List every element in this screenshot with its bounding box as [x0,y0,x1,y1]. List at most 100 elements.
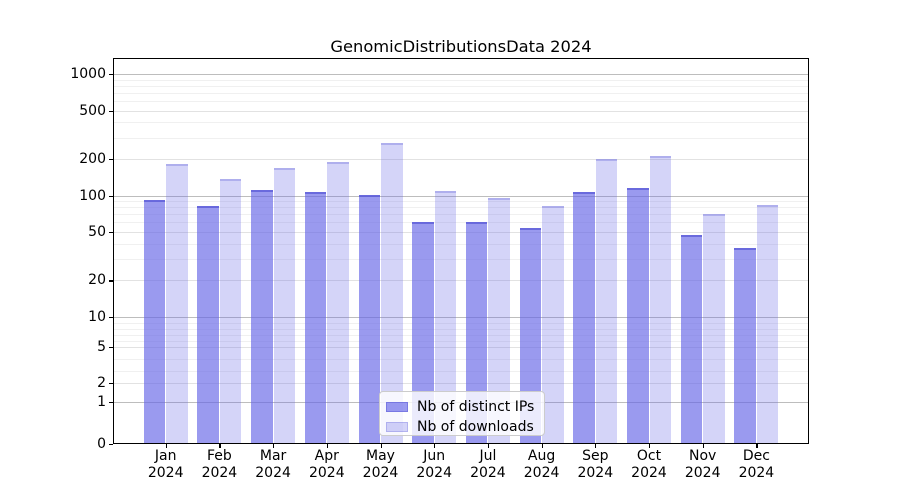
y-tick-mark [109,158,113,161]
x-axis-tick-label: Nov 2024 [684,448,721,481]
x-tick-mark [273,444,275,448]
plot-area [113,58,809,444]
gridline-minor [113,371,809,372]
x-tick-mark [541,444,543,448]
bar-downloads [542,205,564,444]
legend-label: Nb of downloads [417,419,534,435]
bar-downloads [488,197,510,444]
y-axis-tick-label: 2 [97,375,106,391]
gridline [113,347,809,348]
y-axis-tick-label: 10 [88,309,106,325]
y-axis-tick-label: 0 [97,436,106,452]
gridline-major [113,317,809,318]
y-axis-tick-label: 20 [88,272,106,289]
gridline-minor [113,323,809,324]
bar-downloads [703,213,725,444]
legend-item: Nb of distinct IPs [386,397,536,417]
bar-downloads [381,143,403,444]
x-axis-tick-label: Oct 2024 [631,448,667,481]
gridline-minor [113,222,809,224]
x-axis-tick-label: Aug 2024 [523,448,560,481]
x-tick-mark [756,444,758,448]
chart-title: GenomicDistributionsData 2024 [330,37,592,56]
gridline-minor [113,243,809,245]
gridline-major [113,74,809,75]
bar-distinct-ips [734,247,756,444]
gridline [113,383,809,384]
y-axis-tick-label: 200 [79,150,106,167]
x-tick-mark [326,444,328,448]
gridline-minor [113,207,809,209]
bar-distinct-ips [519,228,542,444]
y-tick-mark [109,74,113,76]
bar-distinct-ips [680,235,703,444]
x-tick-mark [702,444,704,448]
x-tick-mark [487,444,490,448]
gridline-minor [113,137,809,139]
gridline-minor [113,85,809,87]
x-tick-mark [649,444,651,448]
bar-distinct-ips [465,222,488,444]
x-tick-mark [434,444,436,448]
gridline [113,158,809,160]
x-axis-tick-label: Feb 2024 [201,448,238,481]
y-tick-mark [109,232,113,234]
x-tick-mark [219,444,221,448]
y-tick-mark [109,383,113,385]
gridline-minor [113,359,809,360]
y-tick-mark [109,444,113,446]
bar-downloads [273,167,296,444]
x-axis-tick-label: Jul 2024 [470,448,506,481]
x-tick-mark [380,444,382,448]
bar-distinct-ips [627,188,649,444]
gridline-minor [113,329,809,330]
x-tick-mark [165,444,167,448]
legend-swatch-distinct-ips [386,402,408,412]
gridline-minor [113,201,809,203]
y-tick-mark [109,110,113,112]
gridline-minor [113,214,809,216]
y-tick-mark [109,195,113,197]
y-axis-tick-label: 1 [97,394,106,410]
y-axis-tick-label: 1000 [70,66,106,82]
x-axis-tick-label: Jun 2024 [416,448,452,481]
bar-downloads [327,161,349,444]
gridline [113,232,809,234]
gridline-minor [113,122,809,124]
bar-distinct-ips [251,189,273,444]
y-tick-mark [109,280,113,282]
gridline-minor [113,100,809,102]
gridline-minor [113,92,809,94]
bar-distinct-ips [304,192,327,444]
gridline-minor [113,341,809,342]
bar-distinct-ips [412,221,434,444]
bar-downloads [595,159,618,444]
legend-label: Nb of distinct IPs [417,399,535,415]
y-axis-tick-label: 100 [79,187,106,204]
bar-distinct-ips [573,191,595,444]
gridline-minor [113,259,809,261]
gridline [113,110,809,112]
gridline [113,280,809,282]
x-tick-mark [595,444,597,448]
legend-item: Nb of downloads [386,417,536,437]
bar-downloads [166,164,188,444]
x-axis-tick-label: Sep 2024 [577,448,614,481]
x-axis-tick-label: Jan 2024 [147,448,184,481]
bar-distinct-ips [197,205,219,444]
bar-distinct-ips [143,199,166,444]
x-axis-tick-label: Mar 2024 [255,448,291,481]
y-tick-mark [109,402,113,404]
bar-downloads [219,178,242,444]
y-tick-mark [109,347,113,349]
bar-downloads [434,190,457,444]
x-axis-tick-label: Dec 2024 [738,448,775,481]
gridline-minor [113,79,809,81]
bar-distinct-ips [358,194,380,444]
y-axis-tick-label: 50 [88,224,106,241]
bar-downloads [649,156,671,444]
gridline-minor [113,335,809,336]
x-axis-tick-label: May 2024 [362,448,399,481]
x-axis-tick-label: Apr 2024 [308,448,345,481]
